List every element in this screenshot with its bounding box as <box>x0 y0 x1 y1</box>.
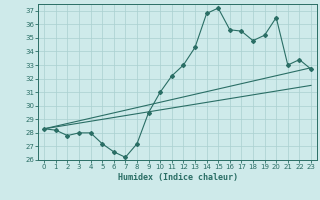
X-axis label: Humidex (Indice chaleur): Humidex (Indice chaleur) <box>118 173 238 182</box>
